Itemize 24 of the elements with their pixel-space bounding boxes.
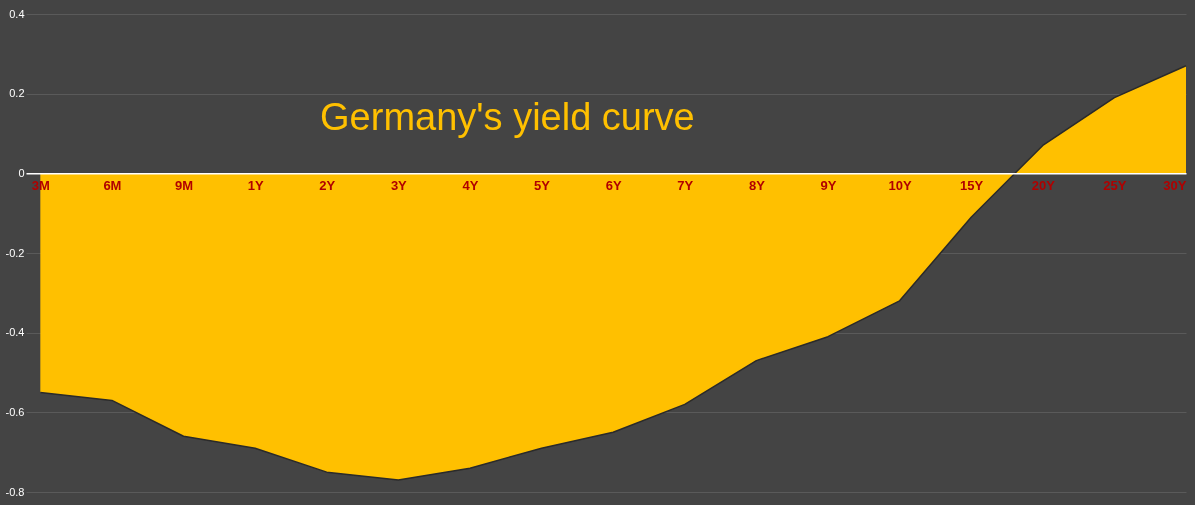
x-tick-label: 7Y [677,177,694,193]
x-tick-label: 25Y [1103,177,1127,193]
y-tick-label: -0.6 [5,405,25,418]
x-tick-label: 9Y [820,177,837,193]
x-tick-label: 5Y [534,177,551,193]
x-tick-label: 6Y [605,177,622,193]
y-tick-label: -0.8 [5,485,25,498]
y-tick-label: 0 [18,166,25,179]
x-tick-label: 2Y [319,177,336,193]
y-tick-label: 0.4 [9,7,25,20]
y-tick-label: -0.4 [5,326,25,339]
x-tick-label: 1Y [247,177,264,193]
y-tick-label: -0.2 [5,246,25,259]
x-tick-label: 3Y [390,177,408,193]
x-tick-label: 9M [175,177,194,193]
text: Germany's yield curve [320,96,695,138]
x-tick-label: 8Y [748,177,766,193]
x-tick-label: 20Y [1031,177,1056,193]
y-tick-label: 0.2 [9,87,25,100]
x-tick-label: 15Y [960,177,984,193]
x-tick-label: 6M [103,177,122,193]
x-tick-label: 4Y [462,177,479,193]
x-tick-label: 30Y [1163,177,1187,193]
x-tick-label: 10Y [888,177,912,193]
